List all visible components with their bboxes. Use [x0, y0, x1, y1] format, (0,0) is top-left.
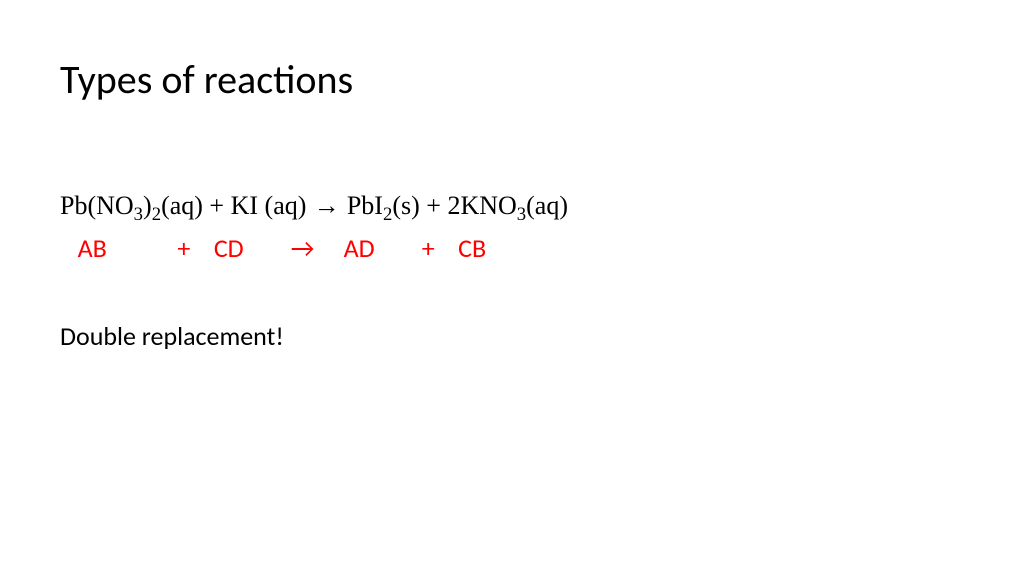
product-2: 2KNO3(aq) [447, 191, 568, 220]
reaction-pattern: AB + CD → AD + CB [60, 232, 486, 264]
reactant-2: KI (aq) [231, 191, 307, 220]
chemical-equation: Pb(NO3)2(aq) + KI (aq) → PbI2(s) + 2KNO3… [60, 190, 568, 221]
plus-operator: + [203, 191, 231, 220]
reaction-arrow-icon: → [306, 190, 346, 220]
plus-operator: + [420, 191, 448, 220]
conclusion-text: Double replacement! [60, 320, 284, 352]
reactant-1: Pb(NO3)2(aq) [60, 191, 203, 220]
product-1: PbI2(s) [347, 191, 420, 220]
slide-title: Types of reactions [60, 55, 353, 104]
